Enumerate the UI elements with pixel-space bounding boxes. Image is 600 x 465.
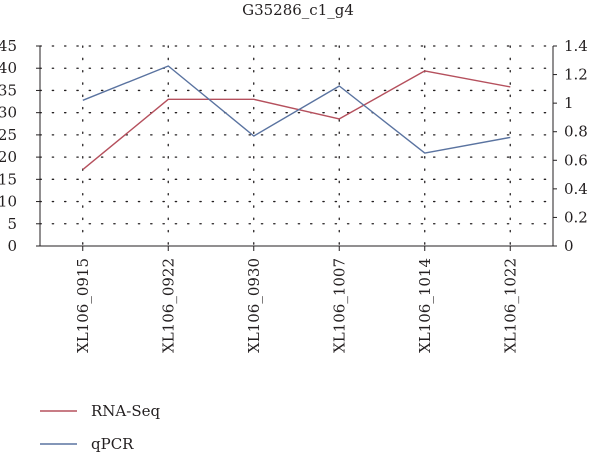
- right-tick-label: 0.4: [564, 180, 588, 198]
- left-tick-label: 20: [0, 148, 17, 166]
- right-tick-label: 0.2: [564, 208, 588, 226]
- category-label: XL106_0930: [245, 258, 263, 353]
- left-tick-label: 25: [0, 126, 17, 144]
- category-label: XL106_0915: [74, 258, 92, 353]
- series-line-rna-seq: [82, 70, 511, 171]
- category-label: XL106_1022: [501, 258, 519, 353]
- left-tick-label: 0: [7, 237, 17, 255]
- left-tick-label: 5: [7, 215, 17, 233]
- left-tick-label: 15: [0, 170, 17, 188]
- left-tick-label: 35: [0, 81, 17, 99]
- right-tick-label: 1.2: [564, 66, 588, 84]
- category-label: XL106_1007: [330, 258, 348, 353]
- right-axis-ticks: 0 0.2 0.4 0.6 0.8 1 1.2 1.4: [553, 37, 588, 255]
- left-tick-label: 10: [0, 193, 17, 211]
- left-tick-label: 45: [0, 37, 17, 55]
- chart-title: G35286_c1_g4: [242, 1, 354, 19]
- legend-label: qPCR: [91, 435, 134, 453]
- right-tick-label: 0.6: [564, 151, 588, 169]
- category-labels: XL106_0915 XL106_0922 XL106_0930 XL106_1007…: [74, 246, 519, 353]
- series-line-qpcr: [82, 65, 511, 154]
- right-tick-label: 0.8: [564, 123, 588, 141]
- axes: [39, 46, 554, 247]
- series-lines: [82, 65, 511, 171]
- legend: RNA-Seq qPCR: [40, 402, 160, 453]
- right-tick-label: 0: [564, 237, 574, 255]
- left-tick-label: 40: [0, 59, 17, 77]
- left-tick-label: 30: [0, 104, 17, 122]
- grid: [39, 45, 554, 247]
- right-tick-label: 1.4: [564, 37, 588, 55]
- right-tick-label: 1: [564, 94, 574, 112]
- category-label: XL106_1014: [416, 258, 434, 353]
- legend-label: RNA-Seq: [91, 402, 160, 420]
- category-label: XL106_0922: [159, 258, 177, 353]
- left-axis-ticks: 0 5 10 15 20 25 30 35 40 45: [0, 37, 40, 255]
